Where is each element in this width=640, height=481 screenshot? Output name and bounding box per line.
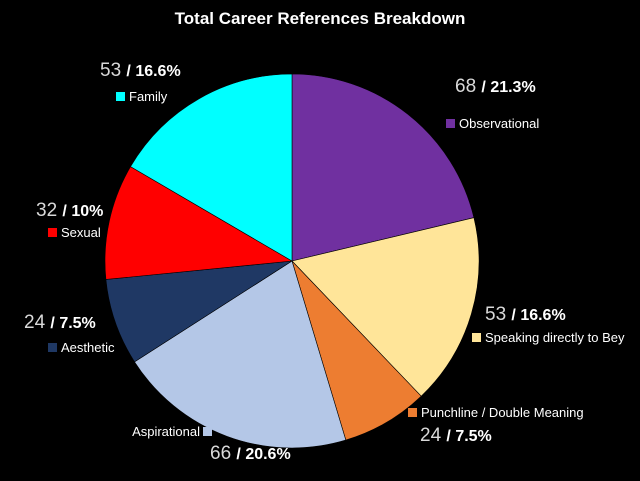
slice-value-label: 24 / 7.5% xyxy=(420,425,492,446)
slice-percent: / 10% xyxy=(62,203,103,220)
legend-swatch xyxy=(116,92,125,101)
slice-count: 24 xyxy=(420,425,446,446)
slice-percent: / 7.5% xyxy=(50,315,95,332)
slice-value-label: 68 / 21.3% xyxy=(455,76,536,97)
slice-count: 53 xyxy=(100,60,126,81)
legend-swatch xyxy=(203,427,212,436)
slice-count: 53 xyxy=(485,304,511,325)
pie-slice-aspirational xyxy=(134,260,347,449)
legend-swatch xyxy=(48,343,57,352)
slice-value-label: 66 / 20.6% xyxy=(210,443,291,464)
slice-percent: / 20.6% xyxy=(236,446,290,463)
slice-category-label: Aspirational xyxy=(132,424,200,439)
slice-percent: / 21.3% xyxy=(481,79,535,96)
slice-count: 32 xyxy=(36,200,62,221)
slice-count: 68 xyxy=(455,76,481,97)
slice-category-label: Aesthetic xyxy=(61,340,115,355)
legend-swatch xyxy=(472,333,481,342)
slice-category-label: Observational xyxy=(459,116,539,131)
slice-category-label: Sexual xyxy=(61,225,101,240)
pie-slice-sexual xyxy=(104,166,293,280)
slice-category-label: Speaking directly to Bey xyxy=(485,330,625,345)
slice-percent: / 16.6% xyxy=(511,307,565,324)
legend-swatch xyxy=(446,119,455,128)
pie-slice-family xyxy=(130,73,293,262)
pie-slice-speaking-directly-to-bey xyxy=(291,217,480,397)
slice-percent: / 7.5% xyxy=(446,428,491,445)
slice-labels: 68 / 21.3% Observational 53 / 16.6% Speakin… xyxy=(24,60,625,464)
slice-value-label: 24 / 7.5% xyxy=(24,312,96,333)
slice-count: 24 xyxy=(24,312,50,333)
slice-value-label: 53 / 16.6% xyxy=(100,60,181,81)
slice-category-label: Punchline / Double Meaning xyxy=(421,405,584,420)
slice-percent: / 16.6% xyxy=(126,63,180,80)
slice-value-label: 53 / 16.6% xyxy=(485,304,566,325)
chart-title: Total Career References Breakdown xyxy=(175,9,466,28)
slice-category-label: Family xyxy=(129,89,168,104)
legend-swatch xyxy=(48,228,57,237)
pie-slice-observational xyxy=(291,73,475,262)
slice-count: 66 xyxy=(210,443,236,464)
legend-swatch xyxy=(408,408,417,417)
pie-slices xyxy=(104,73,480,449)
slice-value-label: 32 / 10% xyxy=(36,200,103,221)
